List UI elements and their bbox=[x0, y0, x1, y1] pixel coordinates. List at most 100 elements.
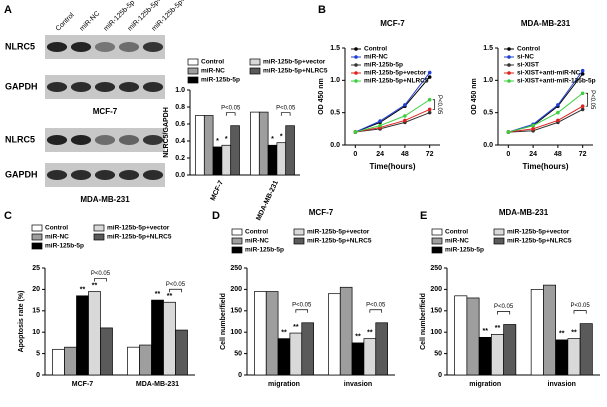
significance: ** bbox=[293, 324, 299, 331]
legend-label: miR-125b-5p+NLRC5 bbox=[107, 234, 172, 241]
legend-label: miR-125b-5p bbox=[201, 77, 240, 84]
x-tick-label: 0 bbox=[506, 151, 510, 158]
bar bbox=[285, 125, 295, 176]
bar bbox=[258, 111, 269, 176]
blot-row-label: GAPDH bbox=[5, 169, 38, 179]
legend-swatch bbox=[431, 237, 443, 245]
blot-band bbox=[118, 170, 140, 180]
legend-swatch bbox=[249, 67, 261, 75]
legend-swatch bbox=[431, 246, 443, 254]
legend-label: miR-125b-5p+NLRC5 bbox=[307, 238, 372, 245]
blot-band bbox=[70, 82, 92, 92]
point bbox=[580, 107, 585, 112]
x-tick-label: MDA-MB-231 bbox=[136, 381, 179, 388]
bar bbox=[339, 286, 353, 376]
legend-label: miR-125b-5p+vector bbox=[307, 229, 370, 236]
significance: ** bbox=[155, 291, 161, 298]
significance: ** bbox=[367, 329, 373, 336]
significance: ** bbox=[281, 329, 287, 336]
legend-label: miR-125b-5p+NLRC5 bbox=[507, 238, 572, 245]
lane-label: Control bbox=[55, 11, 76, 32]
line bbox=[508, 108, 583, 133]
legend-swatch bbox=[187, 67, 199, 75]
bar bbox=[203, 115, 214, 176]
point bbox=[580, 104, 585, 108]
blot-band bbox=[94, 42, 116, 52]
legend-label: miR-125b-5p bbox=[364, 62, 403, 69]
y-axis-label: OD 450 nm bbox=[318, 78, 325, 115]
y-tick-label: 100 bbox=[430, 329, 442, 336]
x-tick-label: MCF-7 bbox=[210, 180, 225, 202]
y-tick-label: 200 bbox=[230, 286, 242, 293]
bracket bbox=[497, 311, 511, 315]
p-value: P<0.05 bbox=[589, 90, 595, 110]
y-tick-label: 150 bbox=[430, 308, 442, 315]
blot-band bbox=[118, 135, 140, 145]
bracket bbox=[573, 310, 587, 314]
bar bbox=[230, 125, 240, 176]
bar bbox=[76, 295, 89, 376]
y-tick-label: 10 bbox=[32, 329, 40, 336]
point bbox=[556, 103, 560, 107]
bar bbox=[491, 333, 504, 376]
legend-marker bbox=[507, 71, 511, 75]
legend-swatch bbox=[231, 237, 243, 245]
legend-label: Control bbox=[245, 229, 268, 236]
y-tick-label: 15 bbox=[32, 308, 40, 315]
point bbox=[403, 118, 407, 123]
legend-label: Control bbox=[445, 229, 468, 236]
bracket bbox=[432, 99, 436, 110]
significance: ** bbox=[355, 334, 361, 341]
legend-label: Control bbox=[517, 46, 540, 53]
bar bbox=[52, 348, 65, 376]
bar bbox=[88, 291, 101, 376]
y-tick-label: 0.8 bbox=[175, 104, 185, 111]
line bbox=[355, 108, 430, 133]
bar bbox=[276, 142, 287, 176]
point bbox=[427, 110, 432, 115]
line bbox=[355, 76, 431, 133]
y-tick-label: 50 bbox=[434, 350, 442, 357]
bar bbox=[277, 338, 291, 376]
significance: ** bbox=[495, 325, 501, 332]
legend-label: miR-NC bbox=[245, 238, 269, 245]
bar bbox=[175, 329, 188, 376]
bar bbox=[289, 332, 303, 376]
legend-marker bbox=[354, 63, 358, 67]
bar bbox=[351, 342, 365, 376]
p-value: P<0.05 bbox=[292, 302, 312, 308]
significance: ** bbox=[571, 329, 577, 336]
blot-row-label: NLRC5 bbox=[5, 134, 35, 144]
point bbox=[378, 123, 382, 128]
bar bbox=[301, 322, 314, 376]
line bbox=[355, 112, 430, 133]
blot-band bbox=[46, 170, 68, 180]
panel-label: B bbox=[318, 4, 326, 16]
bar bbox=[139, 344, 152, 376]
y-tick-label: 0 bbox=[438, 372, 442, 379]
x-tick-label: 72 bbox=[426, 151, 434, 158]
x-tick-label: 24 bbox=[529, 151, 537, 158]
line bbox=[355, 72, 431, 133]
bar bbox=[363, 338, 377, 376]
legend-marker bbox=[507, 79, 511, 83]
y-axis-label: OD 450 nm bbox=[471, 78, 478, 115]
bar bbox=[100, 327, 113, 376]
y-axis-label: Cell number/field bbox=[220, 293, 227, 350]
bracket bbox=[225, 112, 236, 116]
legend-label: Control bbox=[201, 59, 224, 66]
x-tick-label: 0 bbox=[353, 151, 357, 158]
blot-band bbox=[94, 135, 116, 145]
bar bbox=[265, 291, 279, 376]
bar bbox=[466, 297, 480, 376]
bar bbox=[195, 115, 205, 176]
y-tick-label: 200 bbox=[430, 286, 442, 293]
blot-band bbox=[118, 42, 140, 52]
p-value: P<0.05 bbox=[221, 105, 241, 111]
x-tick-label: 48 bbox=[401, 151, 409, 158]
y-tick-label: 0 bbox=[238, 372, 242, 379]
y-tick-label: 20 bbox=[32, 286, 40, 293]
bar bbox=[254, 291, 267, 376]
blot-band bbox=[142, 135, 164, 145]
